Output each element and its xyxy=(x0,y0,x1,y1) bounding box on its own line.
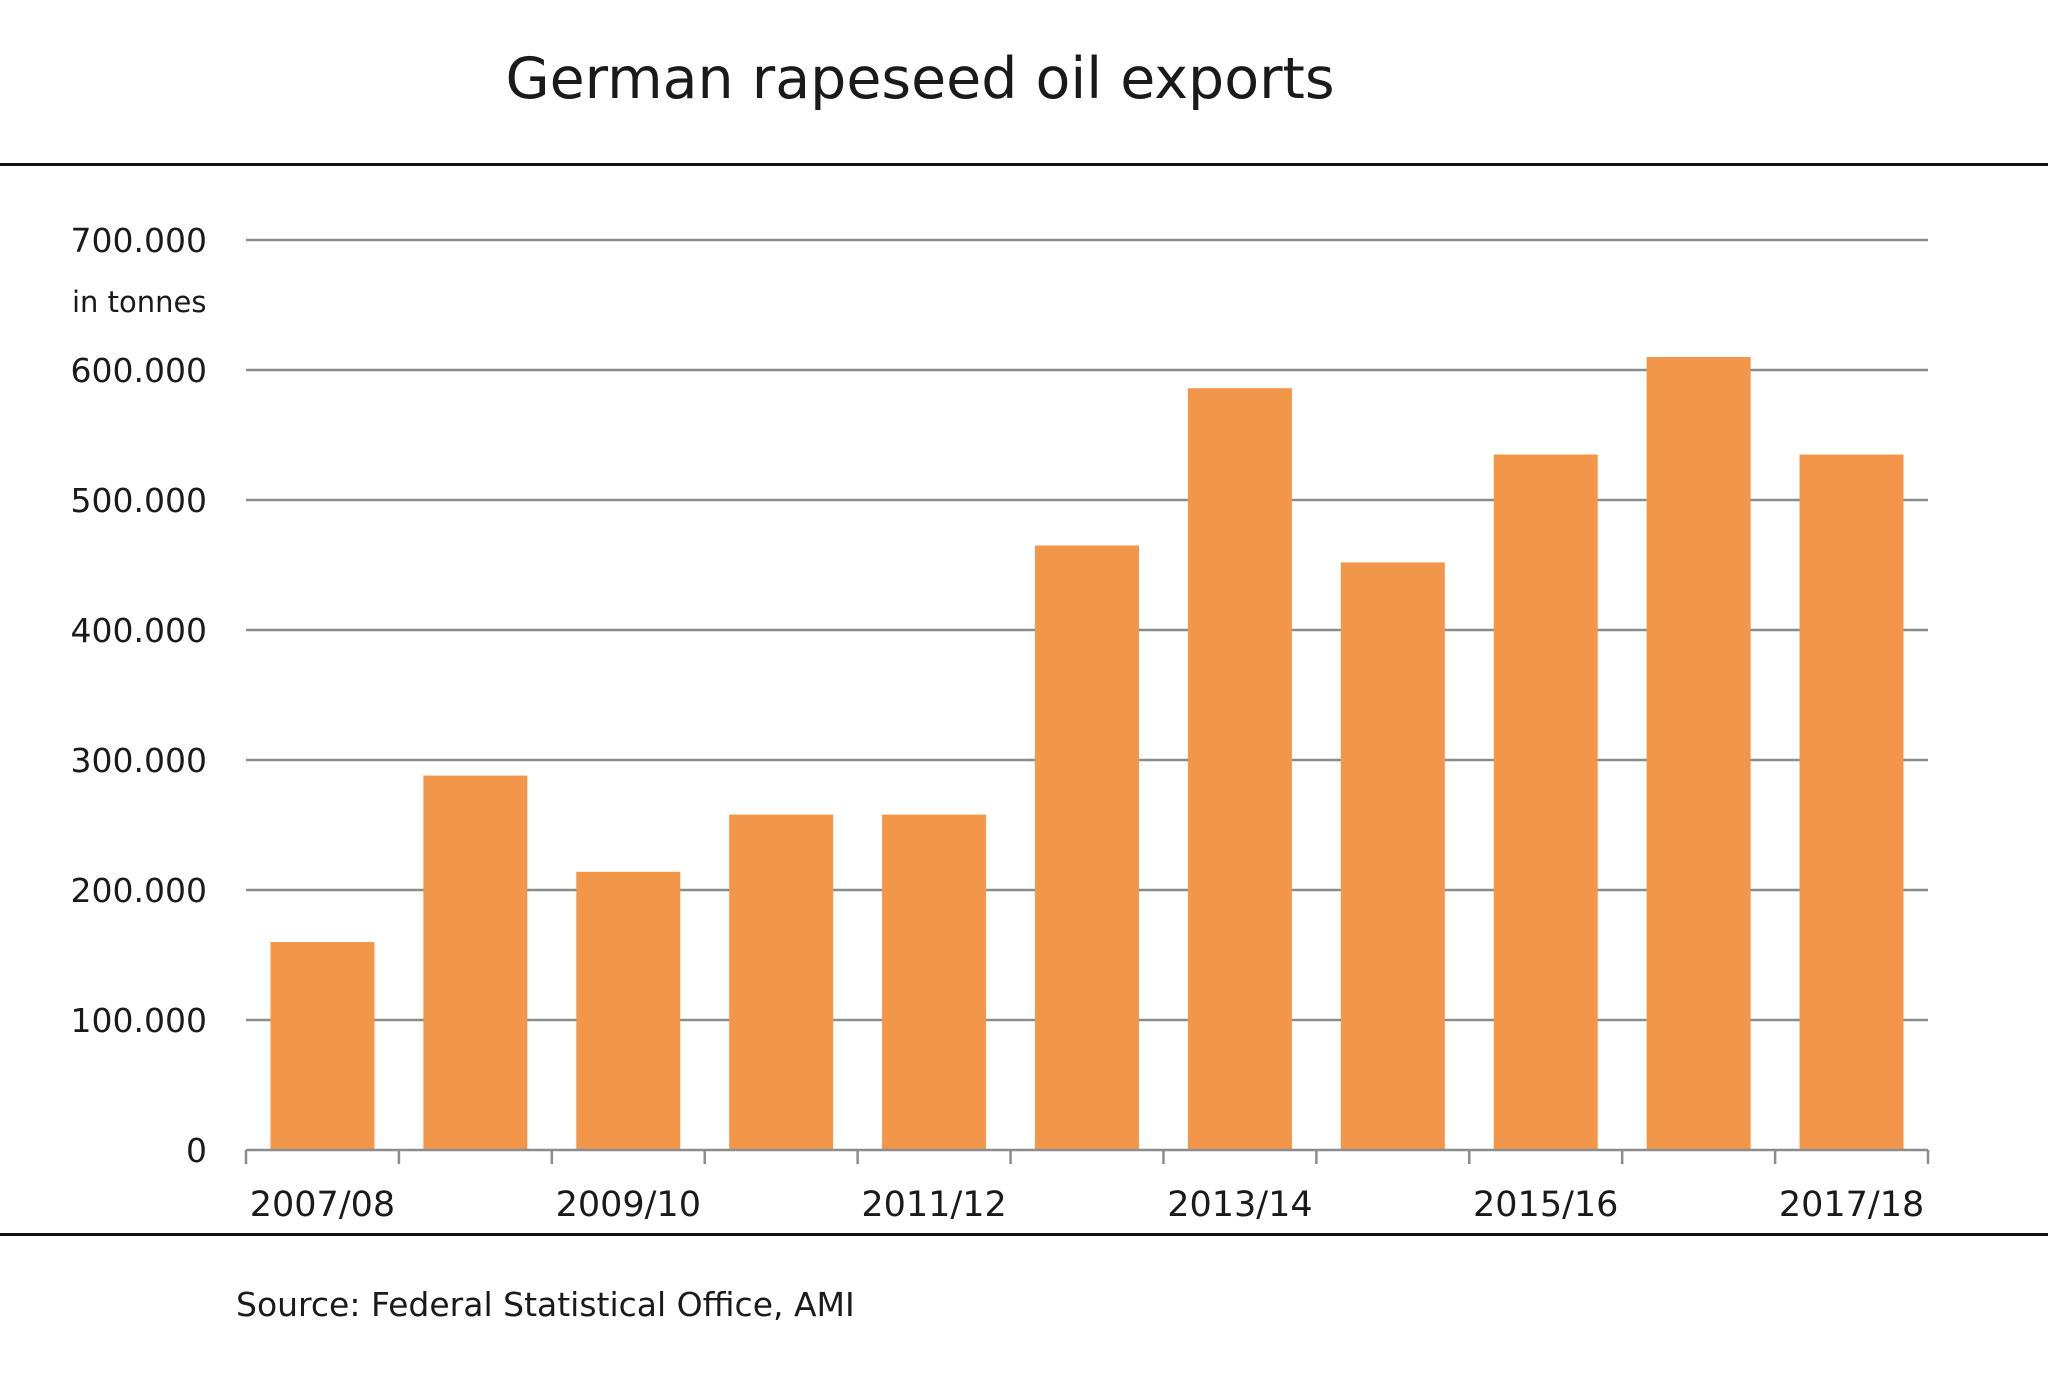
bar xyxy=(729,814,834,1150)
bar xyxy=(1340,562,1445,1150)
bar xyxy=(423,775,528,1150)
bars xyxy=(270,357,1904,1150)
y-tick-label: 0 xyxy=(186,1131,207,1170)
bar xyxy=(576,871,681,1150)
x-tick-label: 2013/14 xyxy=(1167,1185,1312,1225)
chart-title: German rapeseed oil exports xyxy=(505,46,1335,112)
bar xyxy=(1035,545,1139,1150)
y-tick-label: 500.000 xyxy=(71,481,207,520)
x-tick-label: 2017/18 xyxy=(1779,1185,1924,1225)
y-tick-label: 100.000 xyxy=(71,1001,207,1040)
source-note: Source: Federal Statistical Office, AMI xyxy=(236,1285,855,1324)
y-tick-label: 400.000 xyxy=(71,611,207,650)
x-axis xyxy=(244,1148,1930,1164)
y-tick-label: 600.000 xyxy=(71,351,207,390)
x-tick-label: 2007/08 xyxy=(250,1185,395,1225)
bar xyxy=(270,942,375,1150)
bar xyxy=(1493,454,1598,1150)
bar xyxy=(1187,388,1292,1150)
x-tick-label: 2009/10 xyxy=(556,1185,701,1225)
x-tick-label: 2015/16 xyxy=(1473,1185,1618,1225)
y-tick-label: 700.000 xyxy=(71,221,207,260)
bar xyxy=(1799,454,1904,1150)
top-divider xyxy=(0,163,2048,166)
x-tick-label: 2011/12 xyxy=(861,1185,1006,1225)
y-tick-label: 200.000 xyxy=(71,871,207,910)
bottom-divider xyxy=(0,1233,2048,1236)
y-axis-unit-label: in tonnes xyxy=(72,285,206,319)
bar xyxy=(1646,357,1751,1150)
tick-labels: 0 100.000 200.000 300.000 400.000 500.000 600.… xyxy=(71,221,1925,1225)
bar xyxy=(882,814,987,1150)
y-tick-label: 300.000 xyxy=(71,741,207,780)
